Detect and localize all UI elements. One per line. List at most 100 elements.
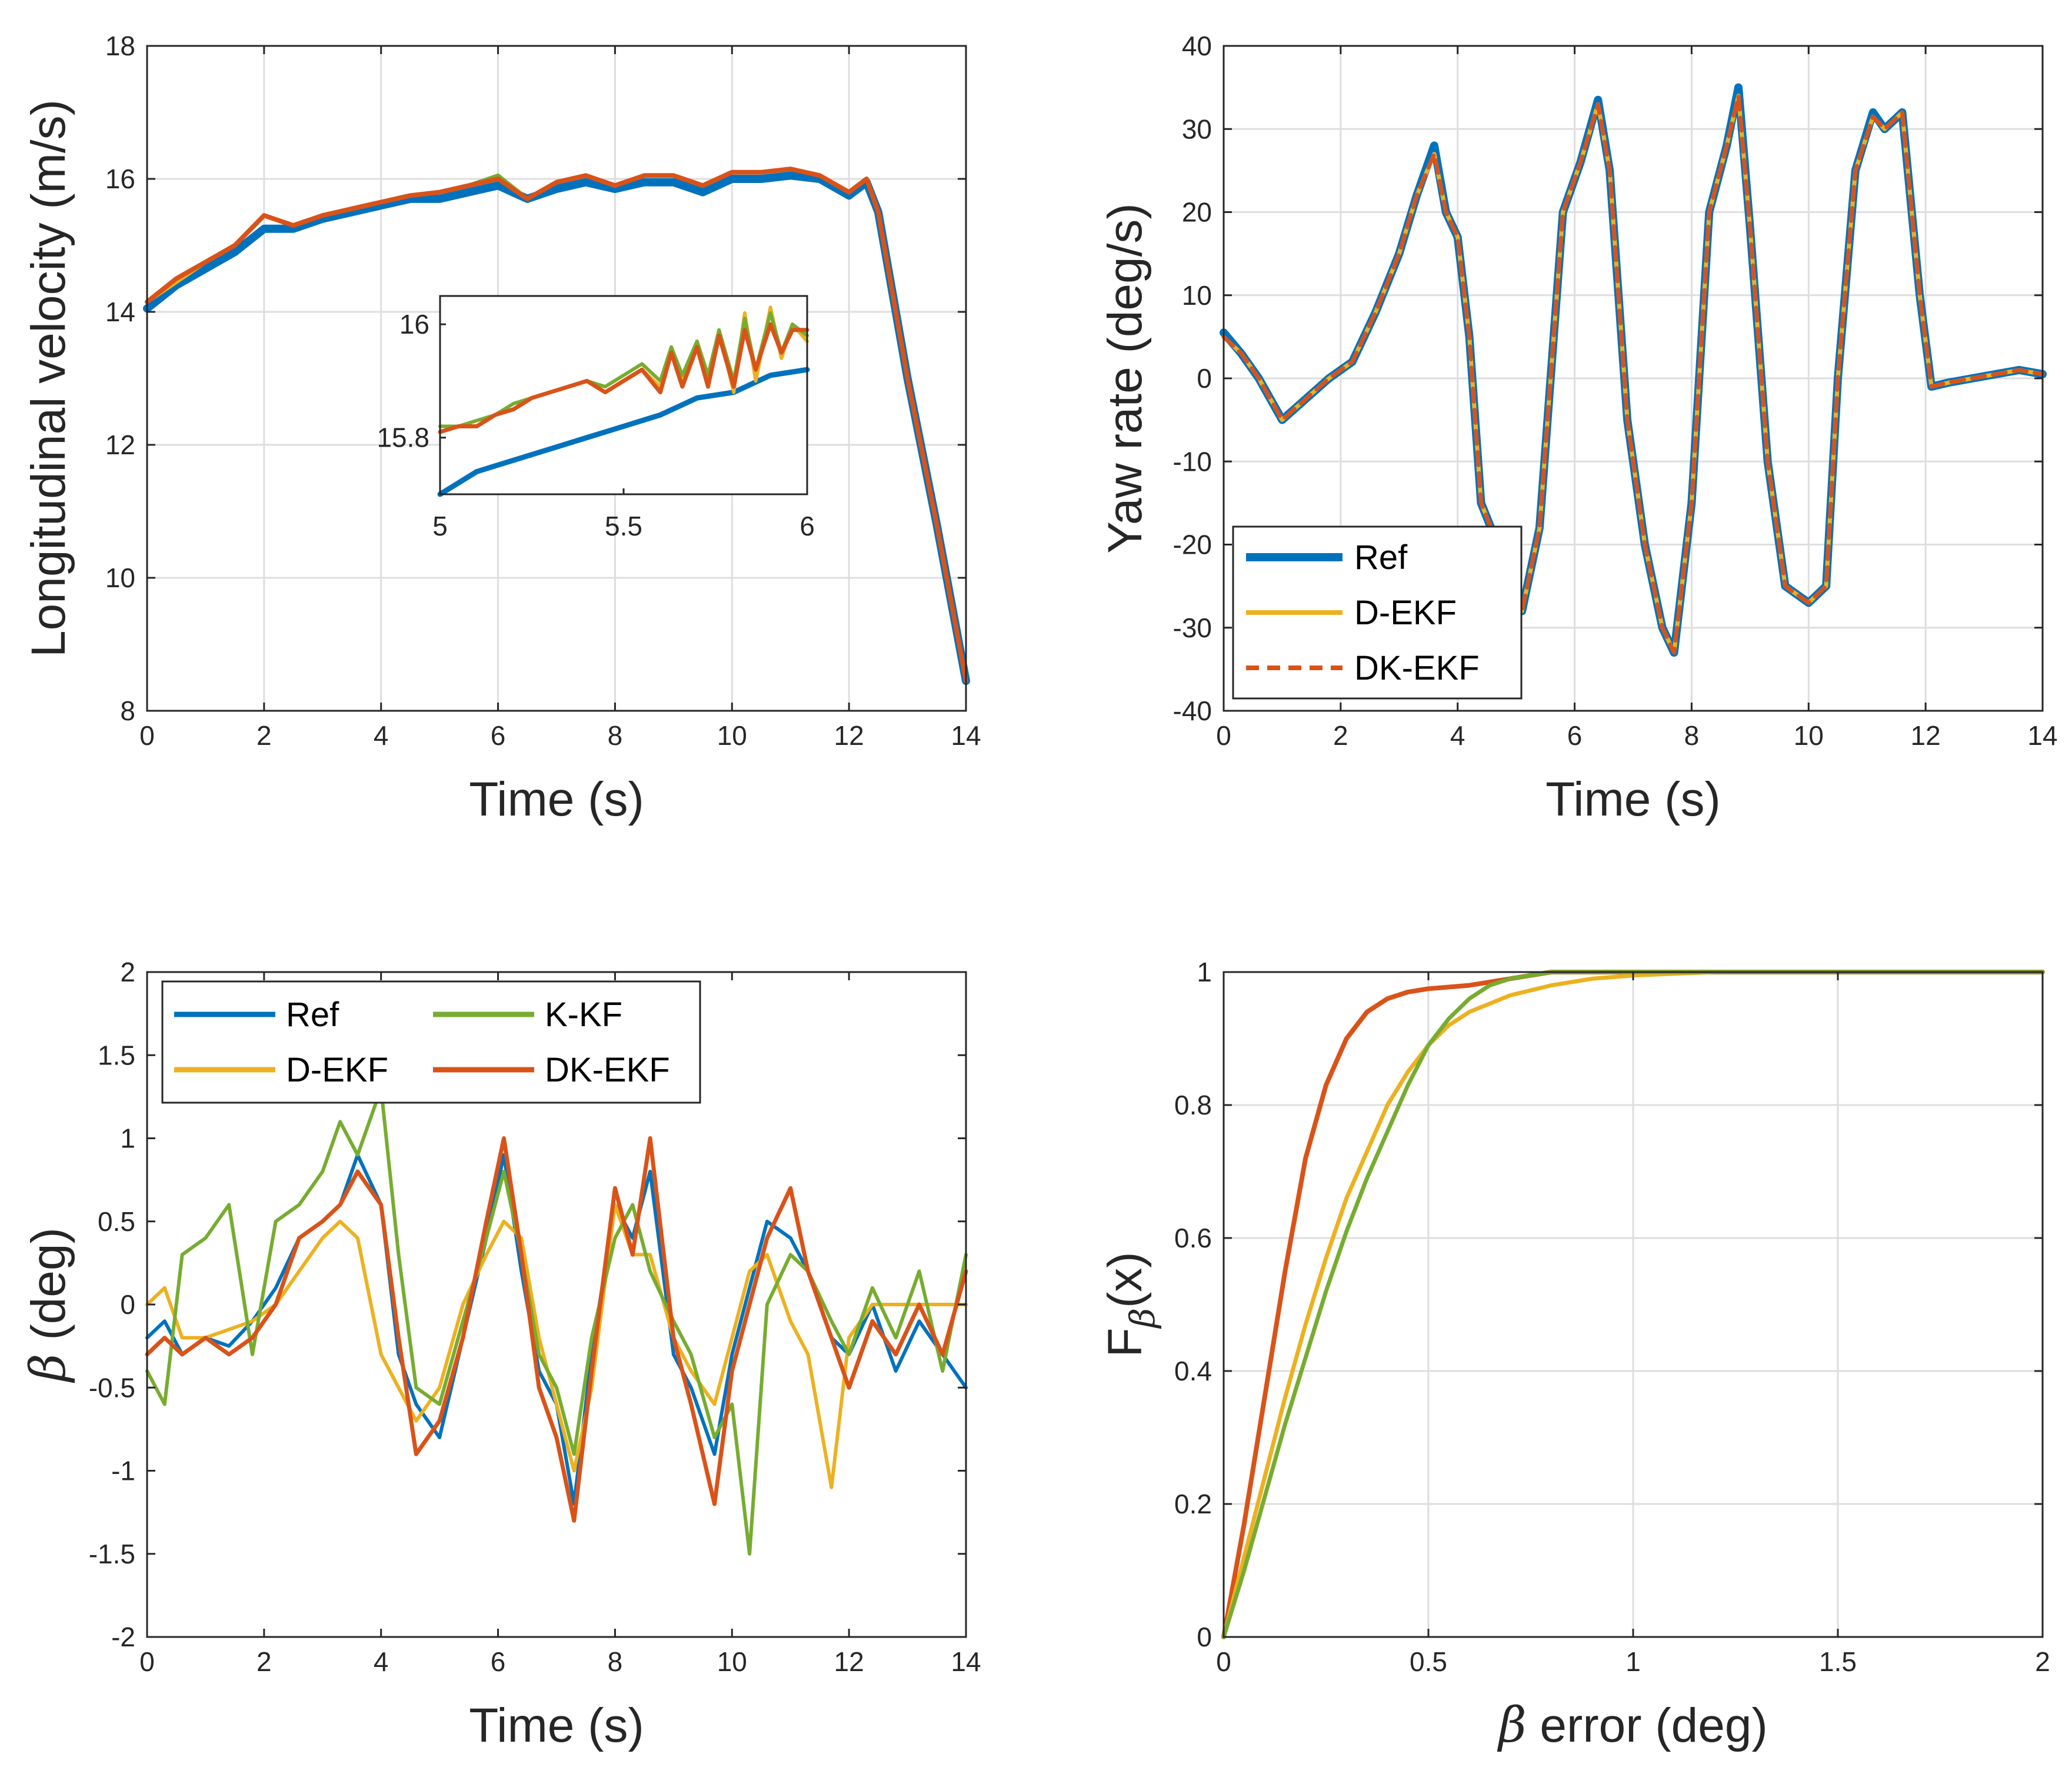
beta-x-label: Time (s) <box>469 1699 644 1752</box>
beta-ytick-label-8: 2 <box>120 957 135 987</box>
beta-y-label-symbol: β <box>21 1353 76 1383</box>
beta-y-label: β (deg) <box>21 1227 76 1383</box>
yawrate-xtick-label-7: 14 <box>2027 720 2057 751</box>
beta-xtick-label-5: 10 <box>717 1646 747 1677</box>
cdf-x-label: β error (deg) <box>1497 1698 1768 1753</box>
velocity-inset-ticks: 5 5.5 6 15.8 16 <box>377 309 814 541</box>
beta-line-kkf <box>145 1086 968 1556</box>
velocity-xtick-label-4: 8 <box>608 720 623 751</box>
yawrate-y-label: Yaw rate (deg/s) <box>1098 203 1152 554</box>
yawrate-panel: 0 2 4 6 8 10 12 14 -40 -30 -20 -10 0 10 20 30 40 Ref D-E… <box>1098 31 2058 826</box>
beta-ytick-label-2: -1 <box>111 1456 135 1486</box>
cdf-ytick-label-0: 0 <box>1197 1622 1212 1652</box>
beta-legend-label-kkf: K-KF <box>545 996 622 1034</box>
yawrate-ytick-label-6: 20 <box>1182 197 1212 228</box>
velocity-panel: 0 2 4 6 8 10 12 14 8 10 12 14 16 18 5 5.5 6 15.8 16 Time … <box>22 31 981 826</box>
yawrate-xtick-label-2: 4 <box>1450 720 1465 751</box>
cdf-y-label-main: F <box>1098 1328 1152 1357</box>
velocity-ticks: 0 2 4 6 8 10 12 14 8 10 12 14 16 18 <box>105 31 981 751</box>
cdf-x-label-symbol: β <box>1497 1698 1526 1753</box>
yawrate-legend: Ref D-EKF DK-EKF <box>1232 525 1523 700</box>
cdf-ytick-label-4: 0.8 <box>1174 1090 1212 1120</box>
yawrate-xtick-label-5: 10 <box>1794 720 1824 751</box>
velocity-inset-ytick-label-0: 15.8 <box>377 422 429 453</box>
yawrate-ytick-label-4: 0 <box>1197 363 1212 394</box>
velocity-ytick-label-1: 10 <box>105 563 135 593</box>
beta-ytick-label-6: 1 <box>120 1123 135 1154</box>
velocity-xtick-label-0: 0 <box>139 720 155 751</box>
beta-line-ref <box>145 1153 968 1506</box>
yawrate-ytick-label-1: -30 <box>1173 613 1212 643</box>
cdf-ytick-label-5: 1 <box>1197 957 1212 987</box>
beta-ytick-label-3: -0.5 <box>89 1372 135 1403</box>
yawrate-ytick-label-2: -20 <box>1173 530 1212 560</box>
cdf-grid <box>1222 971 2044 1638</box>
beta-xtick-label-0: 0 <box>139 1646 155 1677</box>
beta-legend-box <box>161 980 701 1104</box>
velocity-ytick-label-3: 14 <box>105 297 135 327</box>
beta-panel: 0 2 4 6 8 10 12 14 -2 -1.5 -1 -0.5 0 0.5 1 1.5 2 Ref K-K… <box>21 957 981 1752</box>
velocity-inset: 5 5.5 6 15.8 16 <box>377 295 815 541</box>
yawrate-xtick-label-4: 8 <box>1684 720 1700 751</box>
beta-xtick-label-1: 2 <box>256 1646 272 1677</box>
cdf-xtick-label-4: 2 <box>2035 1646 2050 1677</box>
velocity-inset-ytick-label-1: 16 <box>399 309 429 340</box>
beta-line-dekf <box>145 1203 968 1489</box>
beta-legend-label-ref: Ref <box>286 996 339 1034</box>
beta-ytick-label-7: 1.5 <box>98 1040 135 1070</box>
beta-xtick-label-4: 8 <box>608 1646 623 1677</box>
yawrate-ytick-label-3: -10 <box>1173 446 1212 477</box>
beta-y-label-unit: (deg) <box>22 1227 75 1353</box>
velocity-ytick-label-2: 12 <box>105 430 135 460</box>
velocity-series <box>143 167 970 685</box>
cdf-xtick-label-2: 1 <box>1625 1646 1641 1677</box>
velocity-xtick-label-5: 10 <box>717 720 747 751</box>
beta-series <box>145 1086 968 1556</box>
velocity-inset-xtick-label-2: 6 <box>800 511 815 541</box>
beta-ytick-label-0: -2 <box>111 1622 135 1652</box>
yawrate-line-dkekf <box>1221 94 2045 655</box>
cdf-ytick-label-3: 0.6 <box>1174 1223 1212 1253</box>
beta-ytick-label-4: 0 <box>120 1289 135 1320</box>
beta-line-dkekf <box>145 1136 968 1523</box>
beta-ytick-label-1: -1.5 <box>89 1539 135 1569</box>
cdf-y-label-rest: (x) <box>1098 1252 1152 1308</box>
cdf-y-label: Fβ(x) <box>1098 1252 1162 1357</box>
beta-legend: Ref K-KF D-EKF DK-EKF <box>161 980 701 1104</box>
yawrate-legend-label-ref: Ref <box>1354 538 1408 577</box>
yawrate-ytick-label-5: 10 <box>1182 280 1212 311</box>
cdf-line-dekf <box>1221 970 2045 1639</box>
velocity-y-label: Longitudinal velocity (m/s) <box>22 99 75 657</box>
cdf-ytick-label-1: 0.2 <box>1174 1489 1212 1519</box>
yawrate-xtick-label-1: 2 <box>1333 720 1348 751</box>
yawrate-ytick-label-8: 40 <box>1182 31 1212 61</box>
velocity-xtick-label-1: 2 <box>256 720 272 751</box>
yawrate-xtick-label-6: 12 <box>1911 720 1941 751</box>
yawrate-xtick-label-3: 6 <box>1567 720 1583 751</box>
cdf-xtick-label-1: 0.5 <box>1410 1646 1447 1677</box>
cdf-ticks: 0 0.5 1 1.5 2 0 0.2 0.4 0.6 0.8 1 <box>1174 957 2050 1677</box>
velocity-line-ref <box>143 171 970 685</box>
beta-legend-label-dkekf: DK-EKF <box>545 1051 670 1089</box>
velocity-ytick-label-0: 8 <box>120 696 135 726</box>
yawrate-x-label: Time (s) <box>1545 773 1721 826</box>
beta-xtick-label-7: 14 <box>951 1646 981 1677</box>
velocity-xtick-label-7: 14 <box>951 720 981 751</box>
beta-xtick-label-3: 6 <box>491 1646 506 1677</box>
velocity-inset-xtick-label-0: 5 <box>432 511 448 541</box>
beta-legend-label-dekf: D-EKF <box>286 1051 388 1089</box>
velocity-ytick-label-4: 16 <box>105 164 135 194</box>
cdf-ytick-label-2: 0.4 <box>1174 1356 1212 1386</box>
velocity-xtick-label-6: 12 <box>834 720 864 751</box>
beta-ytick-label-5: 0.5 <box>98 1206 135 1237</box>
velocity-ytick-label-5: 18 <box>105 31 135 61</box>
velocity-inset-xtick-label-1: 5.5 <box>605 511 642 541</box>
beta-xtick-label-6: 12 <box>834 1646 864 1677</box>
yawrate-legend-label-dekf: D-EKF <box>1354 594 1457 632</box>
velocity-xtick-label-2: 4 <box>374 720 389 751</box>
cdf-x-label-unit: error (deg) <box>1527 1699 1768 1752</box>
yawrate-series <box>1220 83 2047 657</box>
cdf-y-label-sub: β <box>1122 1308 1162 1329</box>
cdf-xtick-label-0: 0 <box>1216 1646 1231 1677</box>
